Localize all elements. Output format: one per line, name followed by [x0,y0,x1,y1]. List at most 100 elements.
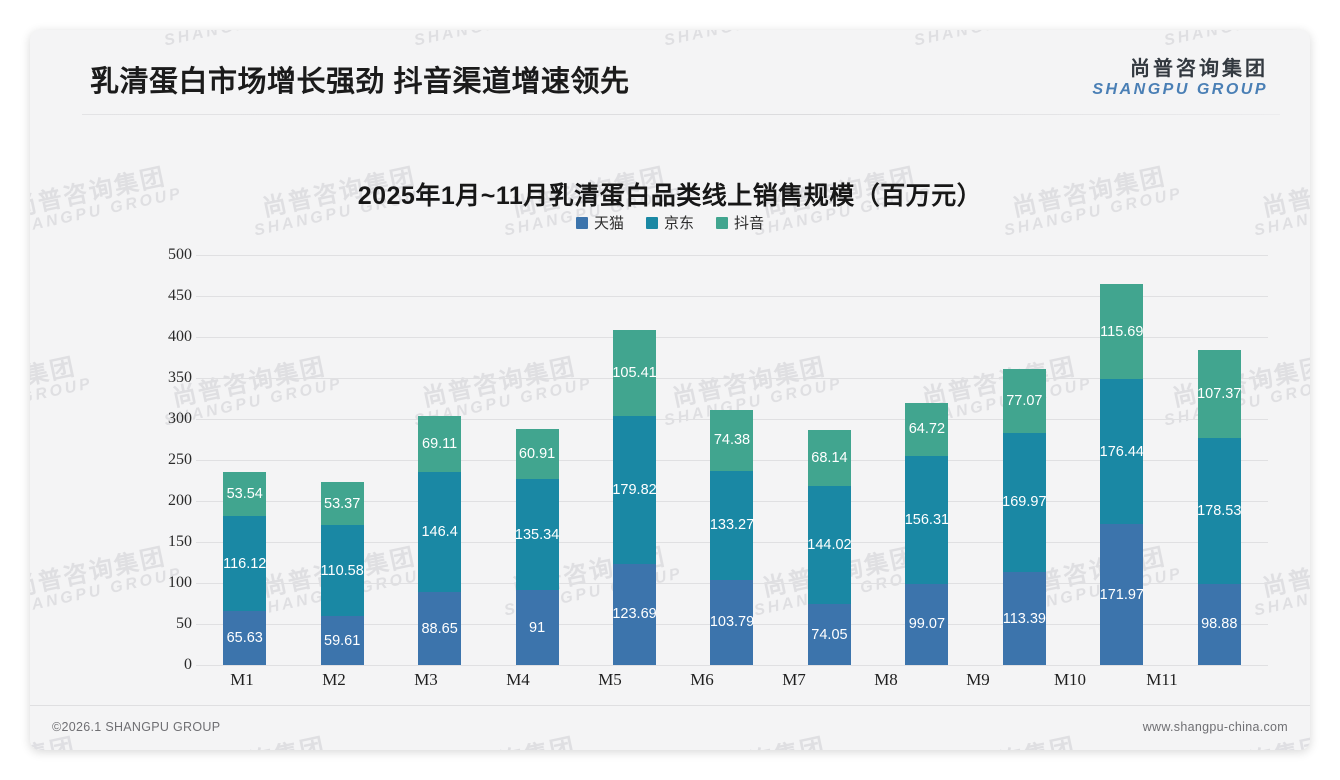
gridline [196,378,1268,379]
bar-segment-京东[interactable]: 144.02 [807,486,852,605]
bar-group[interactable]: 91 135.34 60.91 [488,255,585,665]
bar-value-label: 113.39 [1002,610,1046,627]
legend-label: 京东 [663,215,694,232]
bar-segment-抖音[interactable]: 53.54 [223,472,267,516]
bar-value-label: 133.27 [709,517,755,534]
bar-segment-抖音[interactable]: 64.72 [905,402,949,456]
legend-swatch-icon [645,216,658,229]
bar-stack-M5: 123.69 179.82 105.41 [612,329,657,665]
bar-group[interactable]: 88.65 146.4 69.11 [391,255,488,665]
bar-value-label: 146.4 [421,524,458,541]
bar-stack-M9: 113.39 169.97 77.07 [1002,369,1047,665]
bar-segment-京东[interactable]: 110.58 [321,525,364,617]
bar-segment-京东[interactable]: 178.53 [1197,437,1242,584]
y-axis-tick-label: 50 [176,615,192,632]
y-axis-tick-label: 150 [168,533,192,550]
bar-value-label: 74.05 [811,626,848,643]
bar-group[interactable]: 99.07 156.31 64.72 [878,255,975,665]
bar-segment-天猫[interactable]: 103.79 [710,579,754,665]
bar-group[interactable]: 98.88 178.53 107.37 [1171,255,1268,665]
y-axis-tick-label: 100 [168,574,192,591]
bar-segment-天猫[interactable]: 59.61 [320,616,364,665]
bar-value-label: 144.02 [807,537,852,554]
bar-value-label: 53.54 [226,486,263,503]
bar-segment-抖音[interactable]: 68.14 [807,430,851,487]
legend-swatch-icon [716,216,728,229]
bar-segment-天猫[interactable]: 88.65 [418,592,462,665]
bar-segment-抖音[interactable]: 115.69 [1100,284,1143,380]
bar-segment-天猫[interactable]: 99.07 [905,583,949,665]
bar-group[interactable]: 103.79 133.27 74.38 [683,255,780,665]
y-axis-tick-label: 250 [168,451,192,468]
bar-segment-天猫[interactable]: 123.69 [612,563,657,665]
bar-segment-京东[interactable]: 146.4 [418,472,462,593]
bar-group[interactable]: 171.97 176.44 115.69 [1073,255,1170,665]
legend-item-抖音[interactable]: 抖音 [716,212,764,233]
bar-segment-京东[interactable]: 176.44 [1100,379,1144,524]
bar-stack-M11: 98.88 178.53 107.37 [1197,349,1242,665]
bar-value-label: 116.12 [223,555,267,572]
bar-value-label: 169.97 [1002,494,1047,511]
chart-title: 2025年1月~11月乳清蛋白品类线上销售规模（百万元） [357,182,983,210]
y-axis-tick-label: 300 [168,410,192,427]
bar-segment-抖音[interactable]: 77.07 [1002,369,1046,433]
y-axis-tick-label: 0 [184,656,192,673]
bar-segment-抖音[interactable]: 107.37 [1197,349,1241,438]
bar-value-label: 178.53 [1197,502,1242,519]
chart-legend: 天猫 京东 抖音 [30,212,1310,233]
bar-segment-京东[interactable]: 179.82 [612,416,657,564]
bar-stack-M1: 65.63 116.12 53.54 [223,472,266,665]
x-axis-tick-label: M1 [230,670,254,689]
bar-segment-京东[interactable]: 133.27 [709,470,755,580]
bar-segment-京东[interactable]: 116.12 [223,515,267,612]
logo-english-name: SHANGPU GROUP [1092,81,1268,98]
bar-group[interactable]: 65.63 116.12 53.54 [196,255,293,665]
bar-segment-抖音[interactable]: 53.37 [320,481,364,526]
y-axis-tick-label: 500 [168,246,192,263]
chart-plot-area: 0 50 100 150 200 250 300 350 400 450 500 65.63 116.… [168,246,1268,673]
x-axis-labels: M1 M2 M3 M4 M5 M6 M7 M8 M9 M10 M11 [196,670,1208,690]
bar-segment-抖音[interactable]: 105.41 [612,329,657,417]
gridline [196,337,1268,338]
bar-segment-抖音[interactable]: 74.38 [710,409,754,471]
bar-group[interactable]: 74.05 144.02 68.14 [781,255,878,665]
bar-value-label: 179.82 [612,481,657,498]
x-axis-tick-label: M4 [506,670,530,689]
bar-value-label: 53.37 [324,495,361,512]
legend-swatch-icon [575,216,588,229]
y-axis-tick-label: 400 [168,328,192,345]
bar-group[interactable]: 123.69 179.82 105.41 [586,255,683,665]
footer-divider [30,705,1310,706]
y-axis-tick-label: 350 [168,369,192,386]
bar-segment-京东[interactable]: 156.31 [904,455,950,584]
bar-value-label: 65.63 [226,630,263,647]
x-axis-tick-label: M2 [322,670,346,689]
bar-segment-天猫[interactable]: 98.88 [1197,583,1241,665]
x-axis-tick-label: M7 [782,670,806,689]
bar-segment-天猫[interactable]: 171.97 [1100,524,1144,665]
bar-series-container: 65.63 116.12 53.54 59.61 110.58 53.37 88.65 146… [196,255,1268,665]
legend-label: 天猫 [593,215,624,232]
bar-segment-天猫[interactable]: 74.05 [807,604,851,665]
x-axis-tick-label: M6 [690,670,714,689]
bar-segment-抖音[interactable]: 60.91 [515,429,559,480]
bar-group[interactable]: 59.61 110.58 53.37 [293,255,390,665]
bar-stack-M8: 99.07 156.31 64.72 [904,402,950,665]
bar-group[interactable]: 113.39 169.97 77.07 [976,255,1073,665]
bar-segment-天猫[interactable]: 65.63 [223,611,267,665]
bar-segment-天猫[interactable]: 113.39 [1003,572,1046,665]
bar-segment-京东[interactable]: 135.34 [515,479,559,591]
bar-segment-抖音[interactable]: 69.11 [418,415,462,473]
bar-stack-M3: 88.65 146.4 69.11 [418,415,462,665]
bar-value-label: 156.31 [904,511,950,528]
x-axis-tick-label: M10 [1053,670,1087,689]
bar-segment-天猫[interactable]: 91 [515,590,559,665]
legend-item-天猫[interactable]: 天猫 [575,212,624,233]
bar-segment-京东[interactable]: 169.97 [1002,432,1047,573]
legend-item-京东[interactable]: 京东 [645,212,694,233]
